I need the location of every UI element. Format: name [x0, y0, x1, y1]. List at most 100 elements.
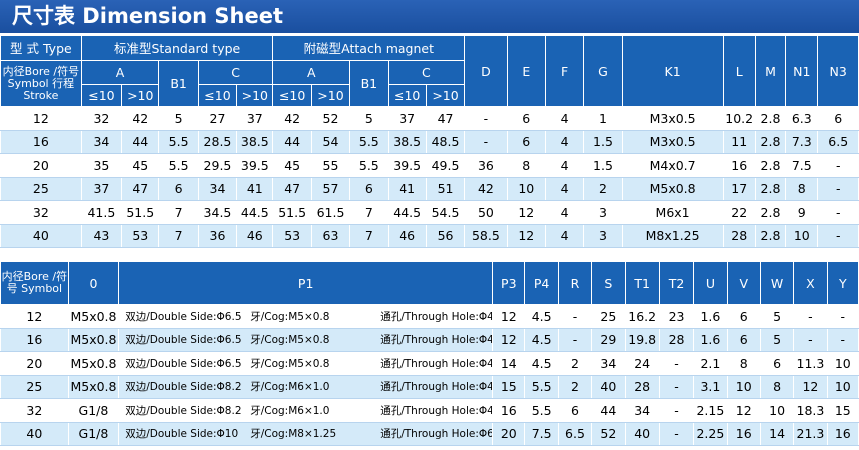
table-cell: 4.5: [524, 351, 559, 376]
table-cell: 12: [0, 106, 82, 131]
p1-cell: 双边/Double Side:Φ6.5 牙/Cog:M5×0.8 通孔/Throug…: [118, 351, 494, 376]
table-cell: 1.5: [583, 153, 623, 178]
table-cell: 32: [0, 200, 82, 225]
table-cell: 16: [826, 421, 859, 446]
table-cell: 55: [310, 153, 351, 178]
table-cell: 46: [387, 223, 427, 248]
table-row: 25 37 47 6 34 41 47 57 6 41 51 42 10 4 2 M5x0.8 17 2.8 8-: [0, 176, 859, 201]
table-cell: 12: [492, 327, 526, 352]
bore-cell: 20: [0, 351, 69, 376]
table-cell: 4: [544, 153, 585, 178]
table-cell: M4x0.7: [621, 153, 724, 178]
table-cell: 4.5: [524, 327, 559, 352]
port-cell: M5x0.8: [67, 304, 120, 329]
table-cell: 41: [236, 176, 274, 201]
table-cell: -: [826, 304, 859, 329]
table-cell: 48.5: [425, 129, 466, 154]
p1-cog: 牙/Cog:M6×1.0: [250, 381, 330, 394]
table-cell: 6: [817, 106, 859, 131]
table-cell: 34: [624, 398, 660, 423]
table-cell: 6: [506, 106, 546, 131]
table-cell: -: [464, 106, 508, 131]
table-cell: 8: [785, 176, 819, 201]
table-cell: 34: [197, 176, 238, 201]
bore-cell: 16: [0, 327, 69, 352]
table-cell: 57: [310, 176, 351, 201]
table-cell: 38.5: [387, 129, 427, 154]
bore-cell: 40: [0, 421, 69, 446]
table-row: 12 M5x0.8 双边/Double Side:Φ6.5 牙/Cog:M5×0.8 通…: [0, 304, 859, 329]
table-cell: 12: [492, 304, 526, 329]
p1-through-hole: 通孔/Through Hole:Φ4.6: [380, 381, 493, 394]
table-cell: M3x0.5: [621, 106, 724, 131]
p1-cell: 双边/Double Side:Φ10 牙/Cog:M8×1.25 通孔/Throug…: [118, 421, 494, 446]
table-cell: 36: [197, 223, 238, 248]
table-cell: 15: [826, 398, 859, 423]
port-cell: M5x0.8: [67, 374, 120, 399]
table-cell: 5.5: [158, 153, 199, 178]
table-cell: 34: [80, 129, 123, 154]
header-K1: K1: [621, 35, 724, 107]
table-cell: 28: [722, 223, 756, 248]
port-cell: G1/8: [67, 398, 120, 423]
table-cell: 6: [759, 351, 795, 376]
table-cell: 40: [624, 421, 660, 446]
header-std-C-gt10: >10: [236, 84, 274, 107]
table-cell: 4.5: [524, 304, 559, 329]
table-cell: 2.1: [693, 351, 728, 376]
header-std-A-gt10: >10: [121, 84, 160, 107]
header-S: S: [591, 261, 626, 305]
header-std-A-le10: ≤10: [80, 84, 123, 107]
table-cell: 4: [544, 223, 585, 248]
header-att-C: C: [387, 60, 466, 85]
table-cell: 28: [624, 374, 660, 399]
table-cell: 41: [387, 176, 427, 201]
table-cell: 18.3: [793, 398, 828, 423]
header-E: E: [506, 35, 546, 107]
p1-double-side: 双边/Double Side:Φ6.5: [125, 334, 242, 347]
table-cell: 2.8: [754, 176, 787, 201]
table-cell: 21.3: [793, 421, 828, 446]
table-cell: 4: [544, 176, 585, 201]
table-cell: -: [817, 176, 859, 201]
table-cell: 42: [464, 176, 508, 201]
bore-cell: 25: [0, 374, 69, 399]
header-X: X: [793, 261, 828, 305]
table-cell: -: [557, 304, 593, 329]
table-cell: 47: [272, 176, 312, 201]
table-cell: 41.5: [80, 200, 123, 225]
table-cell: 23: [658, 304, 695, 329]
header-attach-magnet: 附磁型Attach magnet: [272, 35, 466, 61]
table-row: 40 G1/8 双边/Double Side:Φ10 牙/Cog:M8×1.25 通孔/…: [0, 421, 859, 446]
table-cell: 6: [506, 129, 546, 154]
table-cell: 44: [272, 129, 312, 154]
header-std-C-le10: ≤10: [197, 84, 238, 107]
table-cell: 4: [544, 200, 585, 225]
header-P1: P1: [118, 261, 494, 305]
header-type: 型 式 Type: [0, 35, 82, 61]
table-cell: 1: [583, 106, 623, 131]
port-cell: M5x0.8: [67, 327, 120, 352]
table-cell: -: [464, 129, 508, 154]
p1-cog: 牙/Cog:M5×0.8: [250, 310, 330, 323]
table-cell: 12: [506, 223, 546, 248]
table-cell: 6: [726, 327, 761, 352]
table-cell: 11.3: [793, 351, 828, 376]
table-cell: 42: [272, 106, 312, 131]
table-cell: 17: [722, 176, 756, 201]
table-cell: M8x1.25: [621, 223, 724, 248]
p1-double-side: 双边/Double Side:Φ8.2: [125, 404, 242, 417]
header-R: R: [557, 261, 593, 305]
table-cell: 6: [158, 176, 199, 201]
table-row: 12 32 42 5 27 37 42 52 5 37 47-6 4 1 M3x0.5 10.2 2.8 6.3…: [0, 106, 859, 131]
table-cell: 54: [310, 129, 351, 154]
table-cell: 12: [726, 398, 761, 423]
table-cell: 61.5: [310, 200, 351, 225]
header-att-A: A: [272, 60, 351, 85]
table-cell: 35: [80, 153, 123, 178]
table-cell: 22: [722, 200, 756, 225]
table-cell: 56: [425, 223, 466, 248]
table-cell: 24: [624, 351, 660, 376]
table-cell: 8: [506, 153, 546, 178]
table-cell: -: [658, 351, 695, 376]
